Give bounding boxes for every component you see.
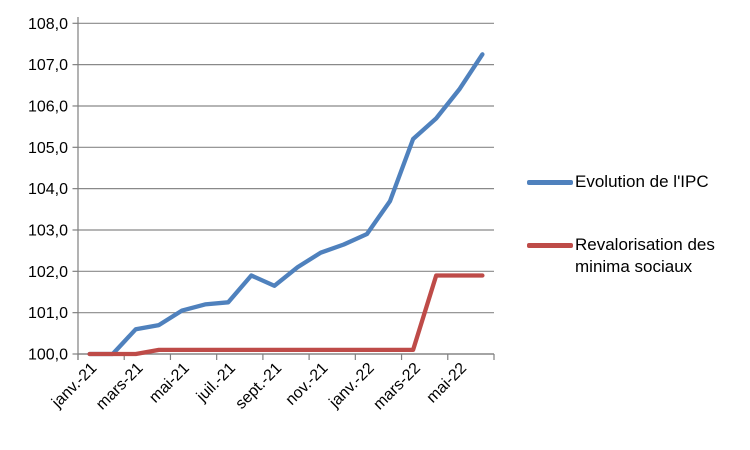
y-tick-label: 100,0 — [28, 347, 68, 364]
x-tick-label: mai-21 — [146, 360, 193, 407]
series-lines — [87, 52, 485, 357]
y-tick-label: 103,0 — [28, 222, 68, 239]
legend-entry-ipc: Evolution de l'IPC — [527, 171, 709, 193]
y-tick-label: 106,0 — [28, 98, 68, 115]
y-tick-label: 107,0 — [28, 57, 68, 74]
y-tick-label: 105,0 — [28, 140, 68, 157]
ipc-line-sample — [527, 180, 573, 185]
series-line-1 — [87, 273, 485, 357]
series-line-0 — [87, 52, 485, 357]
x-tick-label: janv.-21 — [48, 360, 100, 412]
y-tick-label: 104,0 — [28, 181, 68, 198]
axes — [72, 17, 495, 360]
x-tick-label: sept.-21 — [232, 360, 285, 413]
gridlines — [78, 22, 494, 355]
y-tick-label: 102,0 — [28, 264, 68, 281]
x-tick-label: juil.-21 — [193, 360, 239, 406]
x-tick-label: mai-22 — [424, 360, 471, 407]
x-tick-label: mars-21 — [93, 360, 147, 414]
legend-label-minima: Revalorisation des minima sociaux — [575, 235, 715, 276]
legend-entry-minima: Revalorisation des minima sociaux — [527, 234, 733, 278]
y-tick-label: 108,0 — [28, 16, 68, 33]
y-axis-labels: 100,0 101,0 102,0 103,0 104,0 105,0 106,0 107,0… — [28, 16, 68, 364]
y-tick-label: 101,0 — [28, 305, 68, 322]
x-tick-label: nov.-21 — [283, 360, 332, 409]
minima-line-sample — [527, 243, 573, 248]
legend-label-ipc: Evolution de l'IPC — [575, 172, 709, 191]
x-tick-label: janv.-22 — [326, 360, 378, 412]
x-tick-label: mars-22 — [370, 360, 424, 414]
